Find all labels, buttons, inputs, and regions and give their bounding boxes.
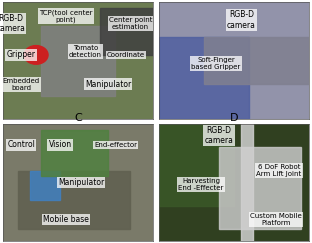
Text: Control: Control [7, 140, 35, 149]
Bar [30, 171, 60, 200]
Text: Coordinate: Coordinate [107, 52, 145, 58]
Text: Embedded
board: Embedded board [2, 78, 40, 91]
Circle shape [24, 46, 48, 64]
Text: RGB-D
camera: RGB-D camera [205, 126, 233, 145]
Bar [241, 124, 253, 241]
Bar [219, 147, 301, 229]
Text: Soft-Finger
based Gripper: Soft-Finger based Gripper [191, 57, 241, 69]
Text: Custom Mobile
Platform: Custom Mobile Platform [250, 213, 302, 226]
Text: RGB-D
camera: RGB-D camera [0, 14, 25, 33]
Text: Vision: Vision [48, 140, 71, 149]
Text: B: B [230, 0, 238, 1]
Text: End-effector: End-effector [94, 142, 137, 148]
Bar [204, 37, 309, 84]
Bar [100, 8, 153, 55]
Text: Gripper: Gripper [7, 50, 36, 60]
Bar [159, 37, 249, 119]
Text: 6 DoF Robot
Arm Lift Joint: 6 DoF Robot Arm Lift Joint [256, 164, 302, 177]
Text: TCP(tool center
point): TCP(tool center point) [39, 9, 93, 23]
Text: A: A [74, 0, 82, 1]
Text: Manipulator: Manipulator [85, 79, 131, 89]
Bar [18, 171, 130, 229]
Text: Manipulator: Manipulator [58, 178, 104, 187]
Text: Tomato
detection: Tomato detection [69, 45, 102, 58]
Text: C: C [74, 113, 82, 123]
Text: RGB-D
camera: RGB-D camera [227, 10, 256, 30]
Text: Mobile base: Mobile base [43, 215, 89, 224]
Bar [41, 130, 108, 176]
Text: D: D [230, 113, 238, 123]
Text: Center point
estimation: Center point estimation [109, 17, 152, 30]
Bar [41, 26, 115, 96]
Bar [159, 124, 234, 206]
Text: Harvesting
End -Effecter: Harvesting End -Effecter [178, 178, 224, 191]
